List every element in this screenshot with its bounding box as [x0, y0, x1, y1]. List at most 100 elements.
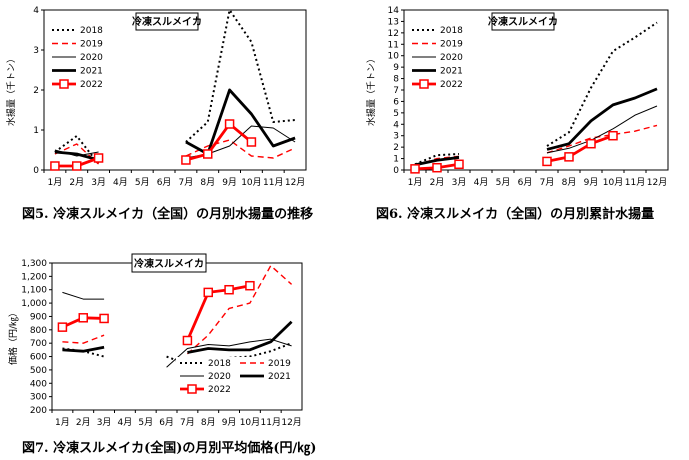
x-tick-label: 1月 — [48, 177, 63, 188]
legend-marker-2022 — [59, 79, 69, 89]
y-tick-label: 1 — [33, 126, 39, 136]
y-tick-label: 2 — [33, 86, 39, 96]
chart-monthly-landings: 0 1 2 3 4 1月 2月 3月 4月 5月 6月 7月 8月 9月 10月 11月 12月 水揚量（千トン）… — [5, 6, 307, 188]
data-point-2022 — [246, 137, 257, 147]
data-point-2022 — [542, 156, 552, 167]
y-tick-label: 4 — [33, 6, 39, 16]
data-point-2022 — [93, 153, 104, 163]
y-tick-label: 800 — [30, 326, 47, 336]
x-tick-label: 6月 — [157, 177, 172, 188]
legend-label-2022: 2022 — [80, 80, 103, 90]
y-tick-label: 500 — [30, 366, 47, 376]
x-tick-label: 11月 — [263, 177, 283, 188]
x-tick-label: 7月 — [180, 417, 195, 428]
x-tick-label: 2月 — [76, 417, 91, 428]
legend-label-2019: 2019 — [268, 359, 291, 369]
legend-label-2020: 2020 — [208, 372, 231, 382]
y-tick-label: 6 — [393, 97, 399, 107]
x-tick-label: 2月 — [69, 177, 84, 188]
series-line-2019 — [546, 124, 658, 154]
x-tick-label: 10月 — [603, 177, 623, 188]
y-tick-label: 0 — [33, 166, 39, 176]
series-line-2022 — [546, 134, 614, 163]
y-axis-label: 水揚量（千トン） — [365, 54, 377, 126]
caption-fig5: 図5. 冷凍スルメイカ（全国）の月別水揚量の推移 — [22, 207, 314, 222]
legend-label-2018: 2018 — [208, 359, 231, 369]
series-line-2019 — [62, 334, 105, 344]
y-tick-label: 1,100 — [21, 286, 47, 296]
x-tick-label: 6月 — [159, 417, 174, 428]
data-point-2022 — [586, 138, 596, 149]
data-point-2022 — [245, 280, 255, 291]
data-point-2022 — [410, 164, 420, 174]
legend-label-2021: 2021 — [80, 67, 103, 77]
series-line-2021 — [414, 156, 460, 167]
chart-title: 冷凍スルメイカ — [132, 15, 202, 28]
series-line-2022 — [186, 284, 251, 342]
x-tick-label: 11月 — [625, 177, 645, 188]
x-tick-label: 9月 — [584, 177, 599, 188]
y-tick-label: 1,300 — [21, 259, 47, 269]
data-point-2022 — [78, 313, 88, 323]
title-box — [131, 253, 207, 273]
data-point-2022 — [182, 335, 193, 346]
series-line-2021 — [187, 320, 293, 354]
y-tick-label: 3 — [33, 46, 39, 56]
legend-label-2022: 2022 — [440, 80, 463, 90]
caption-fig6: 図6. 冷凍スルメイカ（全国）の月別累計水揚量 — [376, 207, 655, 222]
y-tick-label: 13 — [388, 17, 399, 27]
y-tick-label: 900 — [30, 312, 47, 322]
x-tick-label: 12月 — [285, 177, 305, 188]
data-point-2022 — [203, 149, 213, 159]
chart-title: 冷凍スルメイカ — [134, 257, 204, 270]
x-tick-label: 9月 — [222, 417, 237, 428]
data-point-2022 — [224, 119, 235, 129]
data-point-2022 — [432, 162, 442, 173]
data-point-2022 — [72, 161, 82, 171]
series-line-2021 — [54, 150, 99, 162]
legend-label-2022: 2022 — [208, 385, 231, 395]
x-tick-label: 8月 — [562, 177, 577, 188]
legend-label-2018: 2018 — [440, 26, 463, 36]
y-axis-label: 価格（円/㎏） — [7, 308, 19, 365]
y-tick-label: 9 — [393, 63, 399, 73]
series-line-2020 — [185, 125, 296, 159]
x-tick-label: 4月 — [474, 177, 489, 188]
y-tick-label: 3 — [393, 132, 399, 142]
legend-label-2019: 2019 — [440, 40, 463, 50]
x-tick-label: 2月 — [430, 177, 445, 188]
y-tick-label: 14 — [388, 6, 400, 16]
legend-label-2019: 2019 — [80, 40, 103, 50]
x-tick-label: 8月 — [201, 417, 216, 428]
x-tick-label: 8月 — [200, 177, 215, 188]
series-line-2020 — [166, 338, 292, 368]
x-tick-label: 1月 — [55, 417, 70, 428]
legend-label-2021: 2021 — [268, 372, 291, 382]
y-tick-label: 5 — [393, 109, 399, 119]
y-tick-label: 600 — [30, 353, 47, 363]
caption-fig7: 図7. 冷凍スルメイカ(全国)の月別平均価格(円/㎏) — [22, 441, 317, 456]
data-point-2022 — [99, 313, 109, 324]
series-line-2019 — [186, 264, 293, 355]
x-tick-label: 7月 — [179, 177, 194, 188]
y-tick-label: 4 — [393, 120, 399, 130]
data-point-2022 — [224, 284, 234, 295]
y-tick-label: 2 — [393, 143, 399, 153]
series-line-2018 — [166, 342, 292, 366]
x-tick-label: 10月 — [241, 177, 261, 188]
data-point-2022 — [57, 322, 68, 332]
series-line-2020 — [546, 105, 658, 154]
chart-title: 冷凍スルメイカ — [488, 15, 558, 28]
series-line-2019 — [414, 155, 460, 167]
series-line-2020 — [62, 291, 105, 300]
y-tick-label: 1 — [393, 155, 399, 165]
y-axis-label: 水揚量（千トン） — [5, 54, 17, 126]
y-tick-label: 11 — [388, 40, 399, 50]
y-tick-label: 10 — [388, 52, 400, 62]
x-tick-label: 9月 — [222, 177, 237, 188]
y-tick-label: 1,200 — [21, 272, 47, 282]
data-point-2022 — [50, 161, 60, 171]
legend-marker-2022 — [419, 79, 429, 89]
legend-label-2020: 2020 — [440, 53, 463, 63]
